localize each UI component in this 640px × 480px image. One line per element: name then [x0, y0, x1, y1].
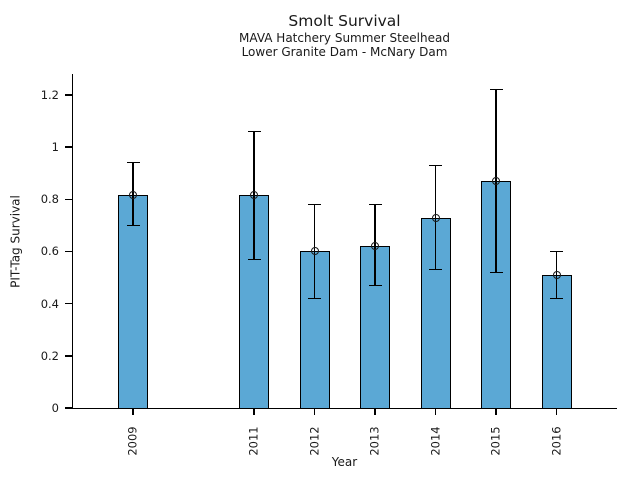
error-bar-cap-bottom: [429, 269, 442, 271]
error-bar-cap-bottom: [550, 297, 563, 300]
x-tick-label: 2012: [295, 419, 335, 463]
y-tick: [65, 94, 73, 96]
y-axis-line: [71, 74, 74, 409]
chart-title: Smolt Survival: [288, 12, 401, 30]
error-bar-cap-top: [126, 162, 140, 164]
error-bar-cap-top: [550, 250, 563, 253]
chart-subtitle-reach: Lower Granite Dam - McNary Dam: [241, 45, 448, 59]
survival-point-marker: [552, 270, 561, 279]
error-bar-cap-top: [429, 164, 442, 167]
error-bar-cap-top: [489, 88, 503, 91]
x-tick-label: 2016: [537, 419, 577, 463]
x-tick-label: 2009: [113, 419, 153, 463]
x-tick-label-text: 2013: [368, 426, 382, 456]
x-tick-label-text: 2014: [428, 426, 443, 456]
x-tick: [495, 408, 497, 415]
x-tick: [434, 408, 437, 415]
y-tick-label: 1: [51, 140, 59, 155]
y-tick: [65, 355, 73, 357]
error-bar-cap-bottom: [368, 284, 382, 287]
y-tick-label: 0.4: [40, 296, 59, 311]
x-tick-label: 2011: [234, 419, 274, 463]
survival-point-marker: [310, 247, 319, 256]
x-tick-label-text: 2016: [549, 426, 564, 456]
survival-point-marker: [371, 242, 379, 251]
x-tick-label: 2014: [416, 419, 456, 463]
x-tick-label-text: 2012: [307, 426, 322, 456]
error-bar-cap-bottom: [308, 297, 321, 300]
x-tick: [132, 408, 134, 415]
error-bar-cap-bottom: [489, 271, 503, 273]
survival-point-marker: [250, 191, 258, 200]
error-bar-cap-top: [247, 130, 261, 133]
bar: [420, 217, 451, 408]
y-tick-label: 0.2: [40, 348, 59, 363]
y-tick-label: 0: [51, 401, 59, 415]
y-tick-label: 0.6: [40, 244, 59, 259]
y-tick: [65, 198, 73, 200]
x-tick: [374, 408, 376, 415]
survival-point-marker: [129, 191, 137, 200]
error-bar-cap-bottom: [126, 224, 140, 227]
error-bar-cap-bottom: [247, 258, 261, 260]
x-tick: [555, 408, 558, 415]
bar: [118, 195, 148, 408]
x-tick-label-text: 2009: [126, 426, 140, 456]
x-axis-line: [71, 407, 617, 409]
survival-point-marker: [431, 213, 440, 222]
y-tick: [65, 250, 73, 253]
error-bar-cap-top: [308, 203, 321, 206]
x-tick-label: 2013: [355, 419, 395, 463]
y-tick: [65, 407, 73, 409]
error-bar-cap-top: [368, 203, 382, 206]
x-tick-label-text: 2011: [247, 426, 261, 456]
y-tick-label: 0.8: [40, 192, 59, 207]
x-tick-label-text: 2015: [489, 426, 503, 456]
y-tick: [65, 302, 73, 305]
x-tick-label: 2015: [476, 419, 516, 463]
survival-point-marker: [492, 176, 500, 185]
chart-subtitle-hatchery: MAVA Hatchery Summer Steelhead: [239, 31, 450, 45]
x-tick: [313, 408, 316, 415]
x-axis-label: Year: [331, 455, 358, 469]
x-tick: [253, 408, 255, 415]
y-tick: [65, 146, 73, 148]
y-tick-label: 1.2: [40, 87, 59, 102]
